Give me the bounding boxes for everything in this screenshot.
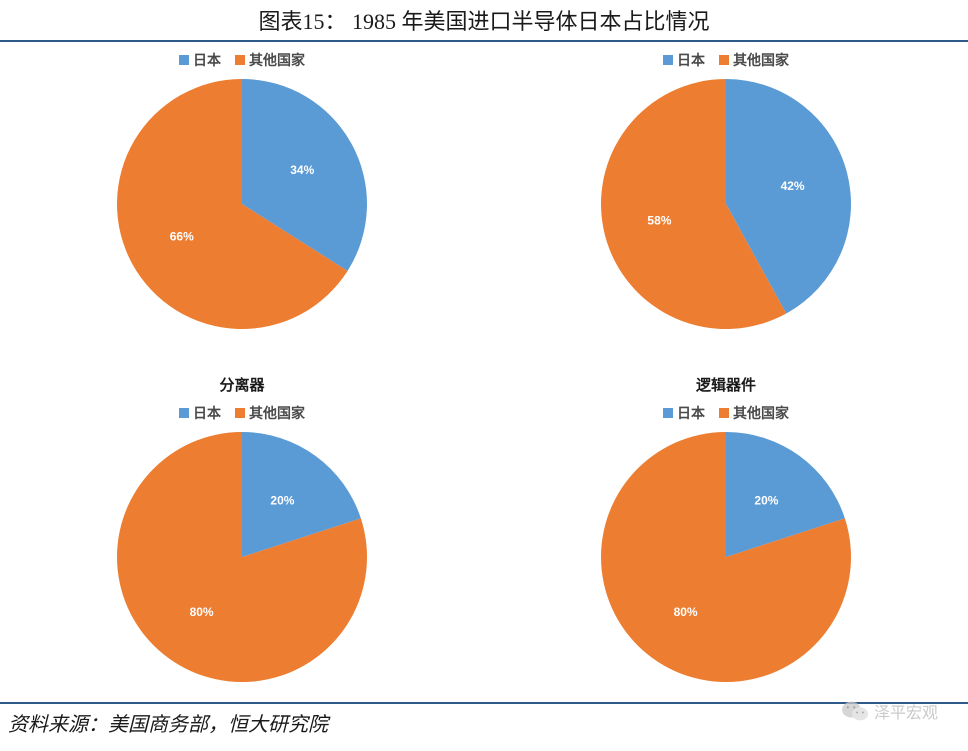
swatch-others [235, 408, 245, 418]
slice-label-others: 80% [190, 605, 214, 619]
charts-grid: 日本 其他国家 34%66% 平博 日本 其他国家 42%58% 西欧 分离器 [0, 42, 968, 702]
chart-subtitle: 逻辑器件 [696, 374, 756, 395]
slice-label-japan: 42% [781, 179, 805, 193]
legend-item-japan: 日本 [179, 403, 221, 423]
legend-label-others: 其他国家 [733, 403, 789, 423]
slice-label-others: 58% [647, 213, 671, 227]
chart-cell-0: 日本 其他国家 34%66% 平博 [0, 42, 484, 372]
slice-label-others: 80% [674, 605, 698, 619]
legend-label-others: 其他国家 [249, 50, 305, 70]
legend-item-others: 其他国家 [235, 403, 305, 423]
slice-label-others: 66% [170, 229, 194, 243]
chart-title: 图表15： 1985 年美国进口半导体日本占比情况 [0, 0, 968, 42]
wechat-badge: 泽平宏观 [842, 699, 938, 723]
pie-1: 42% 58% [576, 74, 876, 334]
legend-label-japan: 日本 [193, 50, 221, 70]
wechat-account-name: 泽平宏观 [874, 699, 938, 723]
chart-cell-3: 逻辑器件 日本 其他国家 20% 80% [484, 372, 968, 702]
legend-item-japan: 日本 [179, 50, 221, 70]
pie-2: 20% 80% [92, 427, 392, 687]
legend: 日本 其他国家 [179, 50, 305, 70]
swatch-others [719, 408, 729, 418]
legend-item-others: 其他国家 [235, 50, 305, 70]
source-text: 资料来源：美国商务部，恒大研究院 [0, 704, 968, 741]
legend: 日本 其他国家 [179, 403, 305, 423]
legend-item-japan: 日本 [663, 50, 705, 70]
swatch-japan [663, 408, 673, 418]
slice-label-japan: 34% [290, 163, 314, 177]
legend-item-japan: 日本 [663, 403, 705, 423]
legend-label-others: 其他国家 [249, 403, 305, 423]
legend-label-japan: 日本 [677, 50, 705, 70]
swatch-japan [179, 55, 189, 65]
legend: 日本 其他国家 [663, 50, 789, 70]
swatch-japan [663, 55, 673, 65]
chart-subtitle: 分离器 [219, 374, 264, 395]
legend-label-japan: 日本 [677, 403, 705, 423]
legend-item-others: 其他国家 [719, 50, 789, 70]
slice-label-japan: 20% [270, 494, 294, 508]
legend-label-others: 其他国家 [733, 50, 789, 70]
swatch-others [235, 55, 245, 65]
legend-item-others: 其他国家 [719, 403, 789, 423]
swatch-japan [179, 408, 189, 418]
swatch-others [719, 55, 729, 65]
chart-cell-2: 分离器 日本 其他国家 20% 80% [0, 372, 484, 702]
pie-0: 34% 66% [92, 74, 392, 334]
wechat-icon [842, 700, 868, 722]
pie-3: 20% 80% [576, 427, 876, 687]
legend-label-japan: 日本 [193, 403, 221, 423]
chart-cell-1: 日本 其他国家 42%58% 西欧 [484, 42, 968, 372]
legend: 日本 其他国家 [663, 403, 789, 423]
slice-label-japan: 20% [754, 494, 778, 508]
